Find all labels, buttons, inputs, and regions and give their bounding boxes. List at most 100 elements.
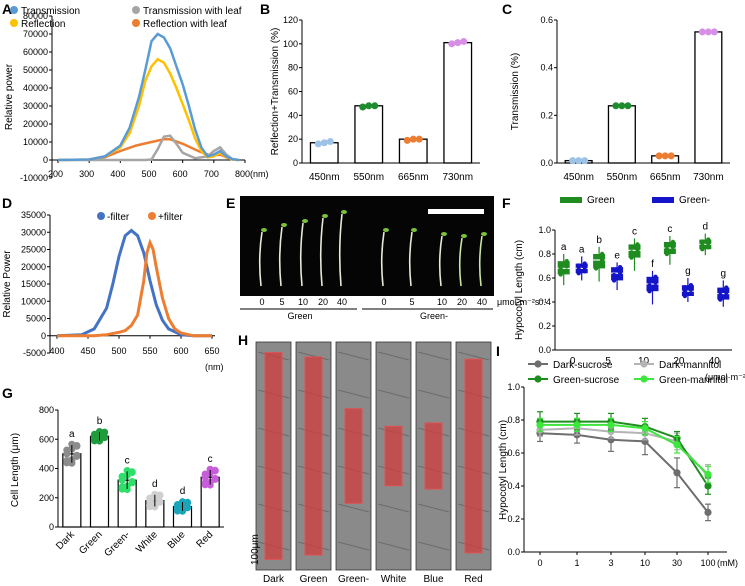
seedling-stem (338, 213, 343, 287)
g-data-point (146, 494, 154, 502)
cell-wall-line (377, 503, 410, 513)
c-bar (694, 31, 723, 164)
g-y-tick-label: 400 (39, 464, 54, 474)
seedlings (258, 210, 487, 287)
f-data-point (599, 251, 605, 257)
i-data-point (704, 508, 712, 516)
dose-label-e-m10: 10 (437, 297, 447, 307)
d-y-tick-label: 0 (41, 331, 46, 341)
f-data-point (700, 243, 705, 248)
a-y-tick-label: 80000 (23, 11, 48, 21)
g-x-tick-label: Red (195, 529, 216, 550)
cell-wall-line (337, 503, 370, 513)
a-x-tick-label: 600 (173, 169, 188, 179)
a-y-tick-label: 30000 (23, 101, 48, 111)
seedling-cotyledon (411, 228, 417, 232)
f-significance-letter: c (667, 224, 672, 235)
d-y-tick-label: -5000 (23, 348, 46, 358)
i-series-line (540, 420, 709, 487)
b-data-point (448, 40, 456, 48)
panel-label-c: C (502, 1, 512, 17)
panel-label-b: B (260, 1, 270, 17)
i-data-point (641, 424, 649, 432)
g-significance-letter: b (97, 416, 103, 427)
i-legend-marker (640, 375, 648, 383)
d-x-tick-label: 500 (111, 346, 126, 356)
a-legend-marker (132, 19, 140, 27)
a-series-line (57, 57, 239, 162)
seedling-cotyledon (281, 223, 287, 227)
panel-label-a: A (2, 1, 12, 17)
f-data-point (670, 244, 676, 249)
seedling-photo-panel: 0 5 10 20 40 0 5 10 20 40 Green Green- μ… (240, 196, 547, 321)
seedling-cotyledon (441, 232, 447, 236)
panel-label-d: D (2, 195, 12, 211)
i-legend-marker (640, 360, 648, 368)
d-x-tick-label: 550 (142, 346, 157, 356)
panel-label-i: I (496, 343, 500, 359)
f-data-point (688, 283, 694, 288)
a-x-tick-label: 400 (110, 169, 125, 179)
c-y-tick-label: 0.2 (540, 110, 553, 120)
f-data-point (599, 263, 605, 268)
i-legend-label: Dark-sucrose (553, 360, 613, 371)
chart-a: -10000 0 10000 20000 30000 40000 50000 60000 700… (4, 6, 269, 183)
c-x-tick-label: 665nm (650, 172, 681, 183)
cell-highlight (344, 408, 363, 504)
c-y-tick-label: 0.0 (540, 158, 553, 168)
i-data-point (673, 469, 681, 477)
b-data-point (371, 102, 379, 110)
group-label-greenminus: Green- (420, 311, 448, 321)
a-legend-label: Reflection (21, 19, 65, 30)
f-data-point (664, 242, 670, 247)
f-y-tick-label: 0.4 (538, 297, 551, 307)
h-cell-label: Green- (338, 574, 369, 585)
a-series-line (57, 32, 239, 162)
dose-label-e-m5: 5 (409, 297, 414, 307)
i-series-line (540, 423, 709, 476)
seedling-cotyledon (461, 234, 467, 238)
f-significance-letter: f (651, 259, 654, 270)
d-series-line (57, 238, 212, 338)
f-data-point (647, 277, 652, 282)
b-data-point (365, 102, 373, 110)
cell-wall-line (337, 541, 370, 551)
f-data-point (688, 287, 694, 292)
f-data-point (724, 290, 729, 295)
b-data-point (460, 37, 468, 45)
g-data-point (156, 498, 164, 506)
f-x-unit: (μmol·m⁻²s⁻¹) (705, 372, 745, 382)
f-data-point (670, 249, 676, 254)
b-y-tick-label: 100 (283, 39, 298, 49)
f-data-point (647, 289, 652, 294)
d-x-unit: (nm) (205, 362, 224, 372)
i-y-tick-label: 0.6 (507, 448, 520, 458)
g-x-tick-label: Green- (103, 529, 133, 559)
c-x-tick-label: 550nm (607, 172, 638, 183)
a-legend-marker (10, 6, 18, 14)
f-data-point (576, 271, 581, 276)
seedling-stem (380, 231, 385, 287)
b-bar (354, 105, 384, 164)
a-y-tick-label: 10000 (23, 137, 48, 147)
f-significance-letter: e (614, 250, 620, 261)
g-y-tick-label: 600 (39, 434, 54, 444)
panel-label-g: G (2, 385, 13, 401)
f-data-point (576, 267, 581, 272)
b-y-tick-label: 0 (293, 158, 298, 168)
h-cell-label: Dark (263, 574, 285, 585)
g-data-point (90, 430, 99, 439)
g-data-point (128, 468, 136, 476)
c-x-tick-label: 730nm (693, 172, 724, 183)
f-significance-letter: c (632, 226, 637, 237)
g-y-tick-label: 200 (39, 493, 54, 503)
i-data-point (607, 421, 615, 429)
d-x-tick-label: 450 (80, 346, 95, 356)
f-y-label: Hypocotyl Length (cm) (514, 240, 525, 340)
f-data-point (576, 263, 581, 268)
g-data-point (73, 441, 81, 450)
cell-wall-line (457, 351, 490, 361)
d-y-tick-label: 10000 (21, 296, 46, 306)
f-data-point (564, 269, 569, 274)
